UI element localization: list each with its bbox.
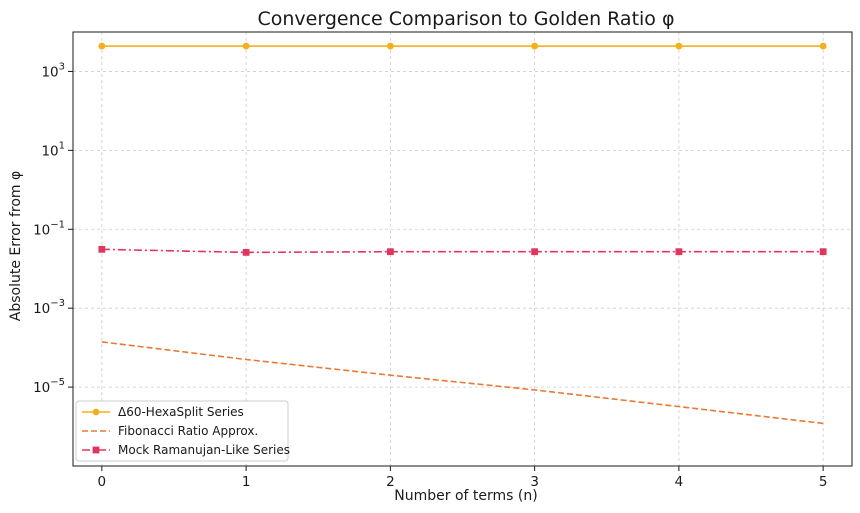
y-tick-label: 10−3 [33, 298, 65, 317]
x-tick-label: 2 [386, 474, 395, 490]
y-tick-base: 10 [33, 380, 50, 396]
legend-label: Mock Ramanujan-Like Series [118, 443, 290, 457]
y-tick-label: 10−5 [33, 377, 65, 396]
legend: Δ60-HexaSplit Series Fibonacci Ratio Appr… [75, 400, 290, 462]
x-tick-label: 5 [819, 474, 828, 490]
legend-entry: Mock Ramanujan-Like Series [82, 443, 290, 457]
y-tick-label: 101 [41, 140, 65, 159]
data-point [386, 248, 394, 256]
data-point [531, 248, 539, 256]
y-tick-base: 10 [41, 64, 58, 80]
y-tick-exponent: −3 [50, 298, 65, 309]
data-point [242, 248, 250, 256]
data-point [819, 42, 827, 50]
legend-marker [92, 446, 100, 454]
x-axis-label: Number of terms (n) [394, 488, 537, 504]
data-point [242, 42, 250, 50]
data-point [386, 42, 394, 50]
legend-label: Fibonacci Ratio Approx. [118, 424, 258, 438]
series-2 [101, 341, 824, 425]
series-1 [98, 42, 827, 50]
y-tick-exponent: −5 [50, 377, 65, 388]
data-point [531, 42, 539, 50]
series-line [101, 341, 824, 425]
y-tick-label: 103 [41, 61, 65, 80]
series-line [101, 248, 824, 254]
chart-title: Convergence Comparison to Golden Ratio φ [257, 8, 674, 30]
legend-entry: Δ60-HexaSplit Series [82, 405, 244, 419]
legend-marker [92, 408, 100, 416]
series-layer [98, 42, 827, 425]
legend-entry: Fibonacci Ratio Approx. [82, 424, 258, 438]
series-3 [98, 245, 827, 256]
x-tick-label: 3 [530, 474, 539, 490]
y-tick-label: 10−1 [33, 219, 65, 238]
data-point [819, 248, 827, 256]
y-tick-exponent: 3 [59, 61, 65, 72]
y-axis-label: Absolute Error from φ [8, 171, 24, 321]
y-tick-base: 10 [33, 301, 50, 317]
data-point [98, 245, 106, 253]
legend-box [75, 400, 289, 462]
data-point [675, 248, 683, 256]
y-tick-base: 10 [41, 143, 58, 159]
plot-frame [72, 31, 853, 467]
y-tick-exponent: −1 [50, 219, 65, 230]
x-tick-label: 4 [675, 474, 684, 490]
data-point [675, 42, 683, 50]
legend-label: Δ60-HexaSplit Series [118, 405, 244, 419]
y-tick-exponent: 1 [59, 140, 65, 151]
x-tick-label: 1 [242, 474, 251, 490]
y-tick-base: 10 [33, 222, 50, 238]
data-point [98, 42, 106, 50]
x-tick-label: 0 [98, 474, 107, 490]
